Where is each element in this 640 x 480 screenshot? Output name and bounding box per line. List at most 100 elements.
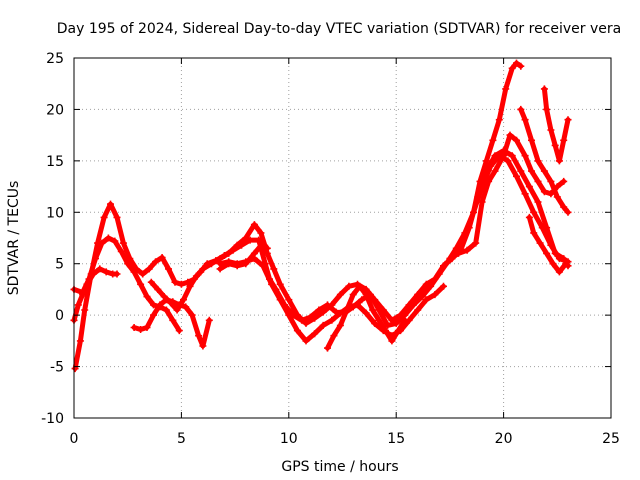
data-point-marker: [375, 316, 383, 324]
data-point-marker: [154, 285, 162, 293]
grid: [74, 58, 611, 418]
data-series: [70, 59, 572, 373]
series-track-3: [70, 234, 183, 335]
data-point-marker: [328, 301, 336, 309]
data-point-marker: [521, 116, 529, 124]
data-point-marker: [293, 311, 301, 319]
data-point-marker: [560, 136, 568, 144]
data-point-marker: [199, 265, 207, 273]
data-point-marker: [517, 105, 525, 113]
data-point-marker: [540, 85, 548, 93]
data-point-marker: [543, 249, 551, 257]
data-point-marker: [143, 293, 151, 301]
x-tick-label: 10: [280, 431, 298, 447]
data-point-marker: [150, 301, 157, 309]
y-tick-label: 10: [46, 205, 64, 221]
data-point-marker: [233, 262, 241, 270]
data-point-marker: [530, 208, 538, 216]
data-point-marker: [472, 239, 480, 247]
series-track-7: [216, 239, 271, 273]
y-tick-label: -5: [50, 360, 64, 376]
data-point-marker: [96, 265, 104, 273]
series-track-13: [525, 213, 570, 276]
data-point-marker: [478, 198, 486, 206]
data-point-marker: [233, 241, 241, 249]
data-point-marker: [81, 306, 89, 314]
data-point-marker: [137, 280, 145, 288]
data-point-marker: [173, 306, 181, 314]
data-point-marker: [104, 234, 112, 242]
data-point-marker: [528, 136, 535, 144]
data-point-marker: [491, 152, 499, 160]
data-point-marker: [169, 316, 177, 324]
data-point-marker: [111, 237, 119, 245]
data-point-marker: [343, 306, 351, 314]
y-tick-label: 5: [55, 257, 64, 273]
data-point-marker: [293, 327, 301, 335]
data-point-marker: [119, 239, 127, 247]
data-point-marker: [440, 282, 447, 290]
data-point-marker: [250, 249, 258, 257]
data-point-marker: [401, 316, 409, 324]
data-point-marker: [102, 268, 110, 276]
series-track-8: [324, 282, 409, 352]
data-point-marker: [349, 291, 357, 299]
series-track-5: [147, 147, 572, 327]
data-point-marker: [285, 296, 293, 304]
data-point-marker: [418, 293, 426, 301]
data-point-marker: [440, 262, 447, 270]
data-point-marker: [502, 85, 510, 93]
series-trace: [217, 256, 446, 344]
x-tick-label: 5: [177, 431, 186, 447]
data-point-marker: [500, 152, 508, 160]
data-point-marker: [76, 337, 84, 345]
data-point-marker: [564, 208, 572, 216]
series-track-1: [71, 152, 572, 373]
series-trace: [148, 148, 571, 326]
series-track-10: [470, 59, 525, 216]
series-trace: [72, 153, 571, 372]
data-point-marker: [547, 190, 555, 198]
data-point-marker: [345, 282, 353, 290]
data-point-marker: [431, 291, 439, 299]
data-point-marker: [465, 224, 473, 232]
data-point-marker: [476, 177, 484, 185]
data-point-marker: [319, 308, 327, 316]
series-track-9: [446, 131, 568, 263]
data-point-marker: [549, 260, 557, 268]
data-point-marker: [156, 301, 164, 309]
data-point-marker: [543, 224, 551, 232]
data-point-marker: [302, 319, 310, 327]
data-point-marker: [171, 278, 179, 286]
data-point-marker: [504, 157, 512, 165]
data-point-marker: [100, 213, 108, 221]
data-point-marker: [555, 157, 563, 165]
data-point-marker: [74, 301, 82, 309]
data-point-marker: [534, 157, 542, 165]
data-point-marker: [530, 229, 538, 237]
data-point-marker: [130, 324, 138, 331]
data-point-marker: [414, 291, 422, 299]
data-point-marker: [551, 141, 559, 149]
data-point-marker: [276, 296, 284, 304]
data-point-marker: [455, 249, 462, 257]
data-point-marker: [513, 172, 520, 180]
data-point-marker: [225, 260, 233, 268]
data-point-marker: [543, 105, 551, 113]
data-point-marker: [392, 319, 400, 327]
data-point-marker: [225, 249, 233, 257]
x-tick-label: 15: [387, 431, 405, 447]
data-point-marker: [491, 167, 499, 175]
data-point-marker: [560, 203, 568, 211]
data-point-marker: [394, 327, 402, 335]
data-point-marker: [388, 316, 396, 324]
y-tick-label: 25: [46, 51, 64, 67]
data-point-marker: [152, 258, 160, 266]
series-track-11: [517, 105, 572, 216]
data-point-marker: [336, 321, 344, 329]
data-point-marker: [263, 244, 271, 252]
y-tick-label: 0: [55, 308, 64, 324]
data-point-marker: [397, 311, 404, 319]
data-point-marker: [354, 301, 361, 309]
series-track-12: [540, 85, 572, 165]
